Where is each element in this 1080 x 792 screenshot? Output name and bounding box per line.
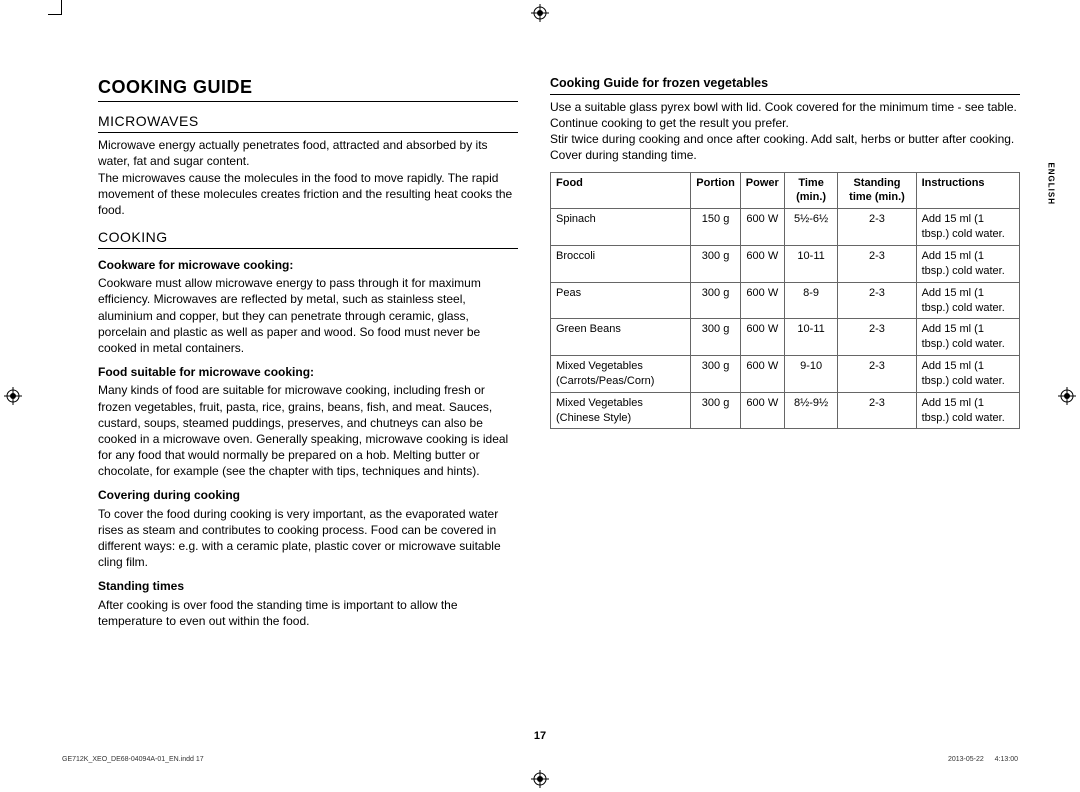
left-column: COOKING GUIDE MICROWAVES Microwave energ… [98,75,518,705]
frozen-veg-title: Cooking Guide for frozen vegetables [550,75,1020,95]
table-cell: 300 g [691,392,741,429]
microwaves-p2: The microwaves cause the molecules in th… [98,170,518,219]
table-cell: 2-3 [838,392,916,429]
table-cell: Mixed Vegetables (Carrots/Peas/Corn) [551,356,691,393]
table-row: Spinach150 g600 W5½-6½2-3Add 15 ml (1 tb… [551,209,1020,246]
table-cell: 300 g [691,282,741,319]
table-cell: Spinach [551,209,691,246]
footer-timestamp: 2013-05-22 4:13:00 [948,755,1018,764]
table-row: Peas300 g600 W8-92-3Add 15 ml (1 tbsp.) … [551,282,1020,319]
table-cell: Add 15 ml (1 tbsp.) cold water. [916,356,1019,393]
section-microwaves-title: MICROWAVES [98,112,518,133]
page-number: 17 [534,729,546,744]
registration-mark-bottom [531,770,549,788]
table-cell: 10-11 [784,246,838,283]
table-cell: Add 15 ml (1 tbsp.) cold water. [916,319,1019,356]
registration-mark-top [531,4,549,22]
table-cell: 2-3 [838,282,916,319]
table-cell: Add 15 ml (1 tbsp.) cold water. [916,209,1019,246]
table-cell: Add 15 ml (1 tbsp.) cold water. [916,392,1019,429]
cookware-heading: Cookware for microwave cooking: [98,257,518,273]
table-cell: Mixed Vegetables (Chinese Style) [551,392,691,429]
registration-mark-left [4,387,22,405]
right-column: Cooking Guide for frozen vegetables Use … [550,75,1020,705]
crop-mark-icon [48,14,62,15]
table-cell: 600 W [740,319,784,356]
table-cell: 300 g [691,356,741,393]
frozen-veg-intro: Use a suitable glass pyrex bowl with lid… [550,99,1020,164]
covering-text: To cover the food during cooking is very… [98,506,518,571]
table-row: Broccoli300 g600 W10-112-3Add 15 ml (1 t… [551,246,1020,283]
table-cell: 150 g [691,209,741,246]
table-cell: Add 15 ml (1 tbsp.) cold water. [916,282,1019,319]
table-cell: 2-3 [838,319,916,356]
table-row: Green Beans300 g600 W10-112-3Add 15 ml (… [551,319,1020,356]
table-cell: Broccoli [551,246,691,283]
table-row: Mixed Vegetables (Chinese Style)300 g600… [551,392,1020,429]
table-cell: 300 g [691,246,741,283]
microwaves-p1: Microwave energy actually penetrates foo… [98,137,518,169]
page-content: COOKING GUIDE MICROWAVES Microwave energ… [98,75,1020,705]
food-suitable-heading: Food suitable for microwave cooking: [98,364,518,380]
table-cell: 600 W [740,246,784,283]
table-cell: 600 W [740,282,784,319]
crop-mark-icon [61,0,62,14]
table-cell: 8-9 [784,282,838,319]
table-row: Mixed Vegetables (Carrots/Peas/Corn)300 … [551,356,1020,393]
standing-text: After cooking is over food the standing … [98,597,518,629]
registration-mark-right [1058,387,1076,405]
th-power: Power [740,172,784,209]
section-cooking-title: COOKING [98,228,518,249]
cookware-text: Cookware must allow microwave energy to … [98,275,518,356]
covering-heading: Covering during cooking [98,487,518,503]
th-standing: Standing time (min.) [838,172,916,209]
th-portion: Portion [691,172,741,209]
table-cell: Peas [551,282,691,319]
page-title: COOKING GUIDE [98,75,518,102]
table-cell: 2-3 [838,356,916,393]
table-cell: 300 g [691,319,741,356]
table-cell: 2-3 [838,246,916,283]
table-cell: Add 15 ml (1 tbsp.) cold water. [916,246,1019,283]
th-food: Food [551,172,691,209]
table-header-row: Food Portion Power Time (min.) Standing … [551,172,1020,209]
table-cell: 2-3 [838,209,916,246]
standing-heading: Standing times [98,578,518,594]
table-cell: Green Beans [551,319,691,356]
th-time: Time (min.) [784,172,838,209]
table-cell: 8½-9½ [784,392,838,429]
food-suitable-text: Many kinds of food are suitable for micr… [98,382,518,479]
table-cell: 600 W [740,392,784,429]
footer-file: GE712K_XEO_DE68-04094A-01_EN.indd 17 [62,755,204,764]
table-cell: 10-11 [784,319,838,356]
table-cell: 600 W [740,209,784,246]
language-tab: ENGLISH [1045,162,1056,205]
th-instructions: Instructions [916,172,1019,209]
table-cell: 9-10 [784,356,838,393]
frozen-veg-table: Food Portion Power Time (min.) Standing … [550,172,1020,430]
table-cell: 5½-6½ [784,209,838,246]
table-cell: 600 W [740,356,784,393]
